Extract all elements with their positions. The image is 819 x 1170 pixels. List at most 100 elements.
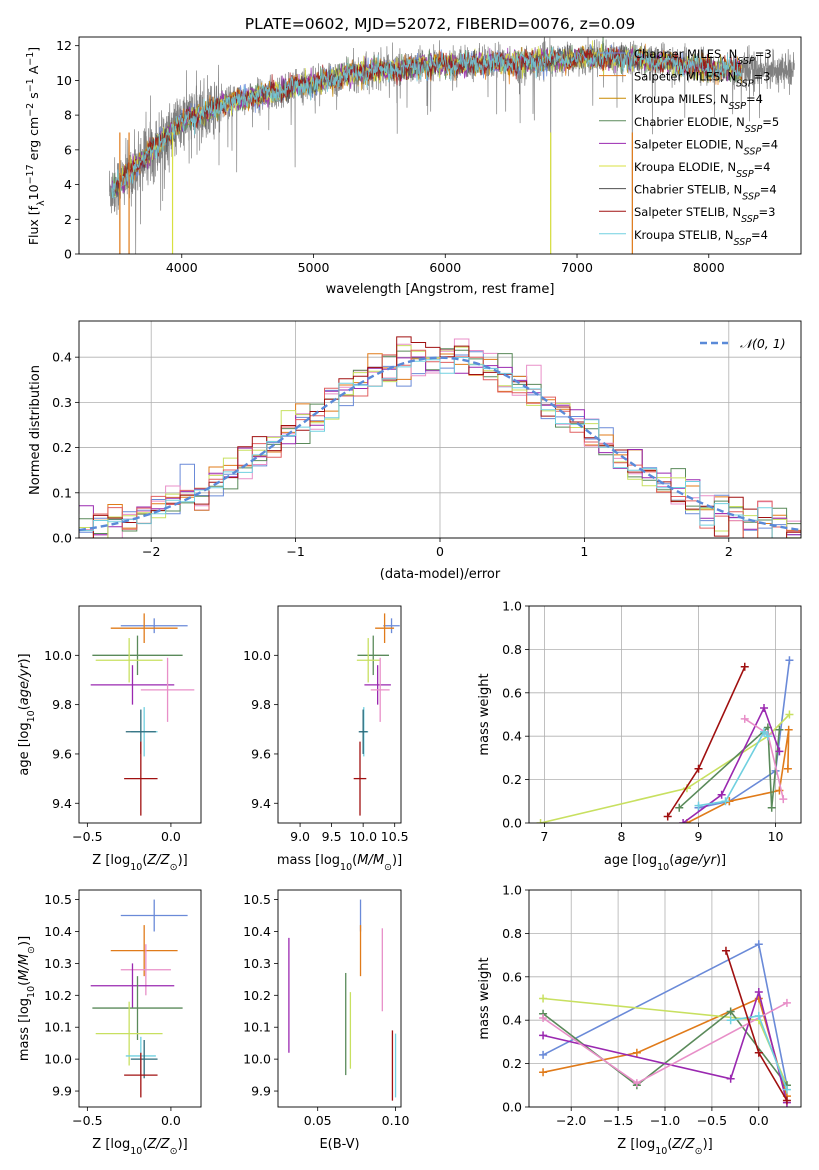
- y-tick-label: 0.4: [52, 350, 72, 365]
- massweight-vs-age-panel: 7 8 9 10 0.0 0.2 0.4 0.6 0.8 1.0 mass weight age [l…: [477, 599, 802, 873]
- y-tick-label: 10.4: [44, 924, 72, 939]
- y-tick-label: 0: [64, 247, 72, 262]
- spectrum-legend: Chabrier MILES, NSSP=3 Salpeter MILES, NS…: [599, 47, 779, 247]
- weight-marker: [767, 803, 776, 812]
- y-tick-label: 9.9: [52, 1084, 72, 1099]
- weight-marker: [539, 1068, 548, 1077]
- x-tick-label: 9: [695, 829, 703, 844]
- weight-marker: [679, 819, 688, 823]
- y-tick-label: 10.2: [243, 988, 271, 1003]
- y-tick-label: 4: [64, 177, 72, 192]
- axes-frame: [528, 889, 802, 1108]
- weight-line: [540, 713, 790, 823]
- weight-marker: [726, 1016, 735, 1025]
- legend-label: Salpeter ELODIE, NSSP=4: [634, 137, 778, 157]
- y-tick-label: 1.0: [502, 883, 522, 898]
- x-axis-label: age [log10(age/yr)]: [604, 853, 726, 873]
- legend-label: 𝒩(0, 1): [740, 336, 786, 351]
- y-tick-label: 12: [56, 38, 72, 53]
- y-tick-label: 0.4: [502, 729, 522, 744]
- y-tick-label: 10.0: [44, 1052, 72, 1067]
- y-tick-label: 10.0: [44, 648, 72, 663]
- weight-marker: [740, 662, 749, 671]
- x-tick-label: 9.0: [290, 829, 310, 844]
- y-tick-label: 10.1: [44, 1020, 72, 1035]
- weight-series: [536, 656, 794, 823]
- y-tick-label: 10.1: [243, 1020, 271, 1035]
- legend-label: Chabrier MILES, NSSP=3: [634, 47, 772, 67]
- weight-marker: [740, 714, 749, 723]
- weight-line: [725, 950, 788, 1101]
- x-axis-label: E(B-V): [319, 1137, 359, 1152]
- y-axis-label: Flux [fλ10−17 erg cm−2 s−1 A−1]: [25, 47, 47, 245]
- axes-frame: [78, 36, 802, 255]
- weight-marker: [663, 812, 672, 821]
- x-axis-label: Z [log10(Z/Z⊙)]: [92, 853, 187, 873]
- x-tick-label: 7: [540, 829, 548, 844]
- y-tick-label: 10.2: [44, 988, 72, 1003]
- weight-line: [542, 989, 788, 1103]
- x-tick-label: 10: [768, 829, 784, 844]
- y-tick-label: 0.1: [52, 485, 72, 500]
- weight-marker: [721, 797, 730, 806]
- x-tick-label: 8000: [693, 260, 725, 275]
- x-tick-label: −1.5: [603, 1113, 633, 1128]
- x-tick-label: 10.5: [381, 829, 409, 844]
- weight-marker: [782, 998, 791, 1007]
- figure-title: PLATE=0602, MJD=52072, FIBERID=0076, z=0…: [245, 15, 635, 33]
- y-tick-label: 9.8: [52, 697, 72, 712]
- normal-curve: [79, 356, 801, 532]
- y-tick-label: 10.0: [243, 1052, 271, 1067]
- errorbars: [288, 899, 397, 1101]
- weight-marker: [539, 1050, 548, 1059]
- y-tick-label: 0.6: [502, 685, 522, 700]
- weight-marker: [539, 1031, 548, 1040]
- weight-marker: [754, 1011, 763, 1020]
- weight-marker: [694, 764, 703, 773]
- weight-marker: [754, 987, 763, 996]
- legend-label: Chabrier ELODIE, NSSP=5: [634, 115, 779, 135]
- axes-frame: [277, 889, 402, 1108]
- age-vs-Z-panel: −0.5 0.0 9.4 9.6 9.8 10.0 age [log10(age/yr)] Z…: [17, 605, 202, 873]
- errorbars: [353, 613, 400, 816]
- weight-marker: [539, 1014, 548, 1023]
- x-axis-label: (data-model)/error: [380, 567, 501, 582]
- axes-frame: [528, 605, 802, 824]
- x-tick-label: −1.0: [650, 1113, 680, 1128]
- y-axis-label: mass [log10(M/M⊙)]: [17, 936, 37, 1061]
- y-tick-label: 6: [64, 142, 72, 157]
- massweight-vs-Z-panel: −2.0 −1.5 −1.0 −0.5 0.0 0.0 0.2 0.4 0.6 0.8 1.0 mas…: [477, 883, 802, 1157]
- weight-line: [698, 730, 769, 807]
- age-vs-mass-panel: 9.0 9.5 10.0 10.5 9.4 9.6 9.8 10.0 mass [log10(M…: [243, 605, 409, 873]
- y-axis-label: mass weight: [477, 673, 492, 755]
- x-tick-label: 4000: [166, 260, 198, 275]
- weight-marker: [726, 1007, 735, 1016]
- x-tick-label: 2: [725, 544, 733, 559]
- x-tick-label: −2.0: [556, 1113, 586, 1128]
- weight-marker: [785, 710, 794, 719]
- weight-marker: [779, 795, 788, 804]
- y-tick-label: 8: [64, 108, 72, 123]
- x-tick-label: 1: [580, 544, 588, 559]
- mass-vs-Z-panel: −0.5 0.0 9.9 10.0 10.1 10.2 10.3 10.4 10.5 mass […: [17, 889, 202, 1157]
- weight-marker: [763, 732, 772, 741]
- x-tick-label: 6000: [429, 260, 461, 275]
- spectrum-panel: 4000 5000 6000 7000 8000 0 2 4 6 8 10 12 Flux [fλ10−…: [25, 36, 802, 297]
- y-tick-label: 10.3: [44, 956, 72, 971]
- y-tick-label: 0.8: [502, 926, 522, 941]
- y-tick-label: 0.0: [502, 1100, 522, 1115]
- x-axis-label: Z [log10(Z/Z⊙)]: [92, 1137, 187, 1157]
- weight-marker: [784, 725, 793, 734]
- y-tick-label: 1.0: [502, 599, 522, 614]
- weight-marker: [754, 1048, 763, 1057]
- weight-marker: [721, 946, 730, 955]
- legend-label: Kroupa ELODIE, NSSP=4: [634, 160, 771, 180]
- y-tick-label: 9.6: [251, 746, 271, 761]
- x-tick-label: 7000: [561, 260, 593, 275]
- mass-vs-ebv-panel: 0.05 0.10 9.9 10.0 10.1 10.2 10.3 10.4 10.5 E(B-V…: [243, 889, 410, 1152]
- y-tick-label: 0.3: [52, 395, 72, 410]
- legend-label: Salpeter MILES, NSSP=3: [634, 70, 771, 90]
- x-tick-label: 0.0: [161, 829, 181, 844]
- y-axis-label: Normed distribution: [28, 365, 43, 495]
